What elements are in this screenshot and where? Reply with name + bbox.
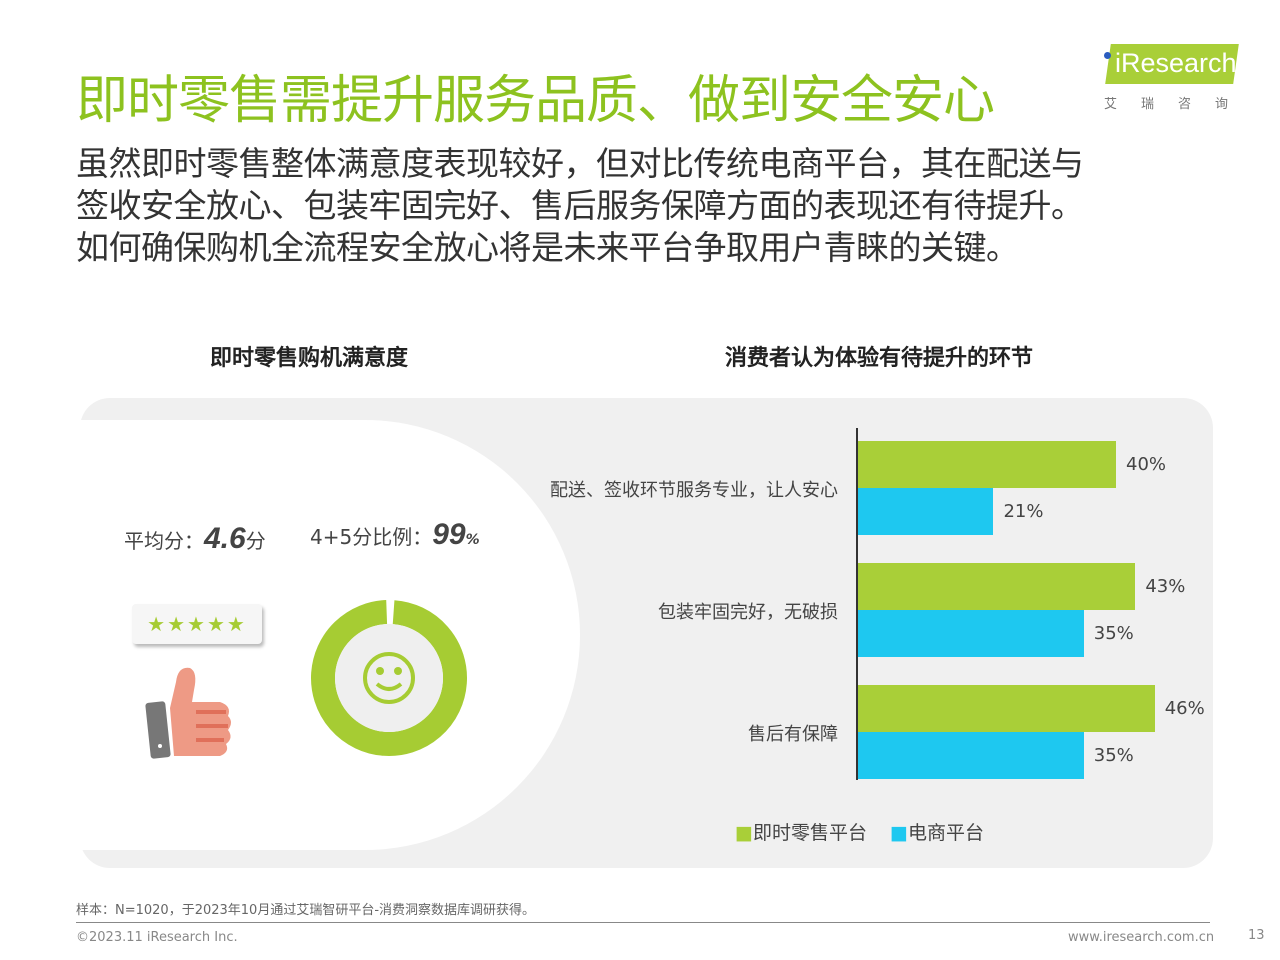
ratio-value: 99: [432, 518, 466, 551]
website-link[interactable]: www.iresearch.com.cn: [1068, 930, 1215, 945]
logo-cn: 艾瑞咨询: [1104, 97, 1253, 112]
bar-instant-retail: [858, 441, 1116, 488]
legend-swatch: ■: [890, 822, 908, 844]
data-label: 40%: [1126, 454, 1167, 475]
sample-note: 样本：N=1020，于2023年10月通过艾瑞智研平台-消费洞察数据库调研获得。: [76, 903, 536, 918]
logo: iResearch: [1115, 48, 1237, 78]
satisfaction-donut: [311, 600, 467, 756]
category-label: 包装牢固完好，无破损: [658, 602, 838, 623]
legend-label: 电商平台: [907, 822, 984, 844]
ratio-label: 4+5分比例：: [310, 525, 433, 549]
bar-ecommerce: [858, 732, 1084, 779]
avg-score: 平均分：4.6分: [124, 522, 266, 556]
bar-ecommerce: [858, 610, 1084, 657]
avg-label: 平均分：: [124, 529, 204, 553]
legend-item: ■电商平台: [890, 818, 984, 845]
page-title: 即时零售需提升服务品质、做到安全安心: [76, 71, 995, 131]
data-label: 46%: [1164, 698, 1205, 719]
body-line: 如何确保购机全流程安全放心将是未来平台争取用户青睐的关键。: [76, 228, 1019, 267]
bar-ecommerce: [858, 488, 994, 535]
avg-value: 4.6: [204, 522, 246, 555]
data-label: 21%: [1003, 501, 1044, 522]
footer-divider: [76, 922, 1210, 923]
copyright: ©2023.11 iResearch Inc.: [76, 930, 238, 945]
category-label: 配送、签收环节服务专业，让人安心: [550, 480, 838, 501]
chart-title: 消费者认为体验有待提升的环节: [725, 346, 1034, 371]
page-number: 13: [1248, 928, 1265, 943]
avg-unit: 分: [245, 529, 266, 553]
donut-center: [335, 624, 443, 732]
data-label: 35%: [1093, 623, 1134, 644]
y-axis: [856, 428, 858, 780]
smiley-icon: [363, 652, 415, 704]
legend-swatch: ■: [735, 822, 753, 844]
data-label: 35%: [1093, 745, 1134, 766]
category-label: 售后有保障: [748, 724, 838, 745]
bar-instant-retail: [858, 685, 1155, 732]
body-line: 签收安全放心、包装牢固完好、售后服务保障方面的表现还有待提升。: [76, 186, 1084, 225]
bar-instant-retail: [858, 563, 1136, 610]
thumbs-up-icon: [145, 667, 231, 759]
star-rating: ★★★★★: [132, 604, 262, 644]
legend-label: 即时零售平台: [752, 822, 867, 844]
ratio-unit: %: [465, 532, 480, 548]
data-label: 43%: [1145, 576, 1186, 597]
body-line: 虽然即时零售整体满意度表现较好，但对比传统电商平台，其在配送与: [76, 144, 1084, 183]
left-subtitle: 即时零售购机满意度: [210, 346, 409, 371]
ratio-score: 4+5分比例：99%: [310, 518, 480, 552]
legend-item: ■即时零售平台: [735, 818, 867, 845]
logo-dot: [1104, 52, 1111, 59]
